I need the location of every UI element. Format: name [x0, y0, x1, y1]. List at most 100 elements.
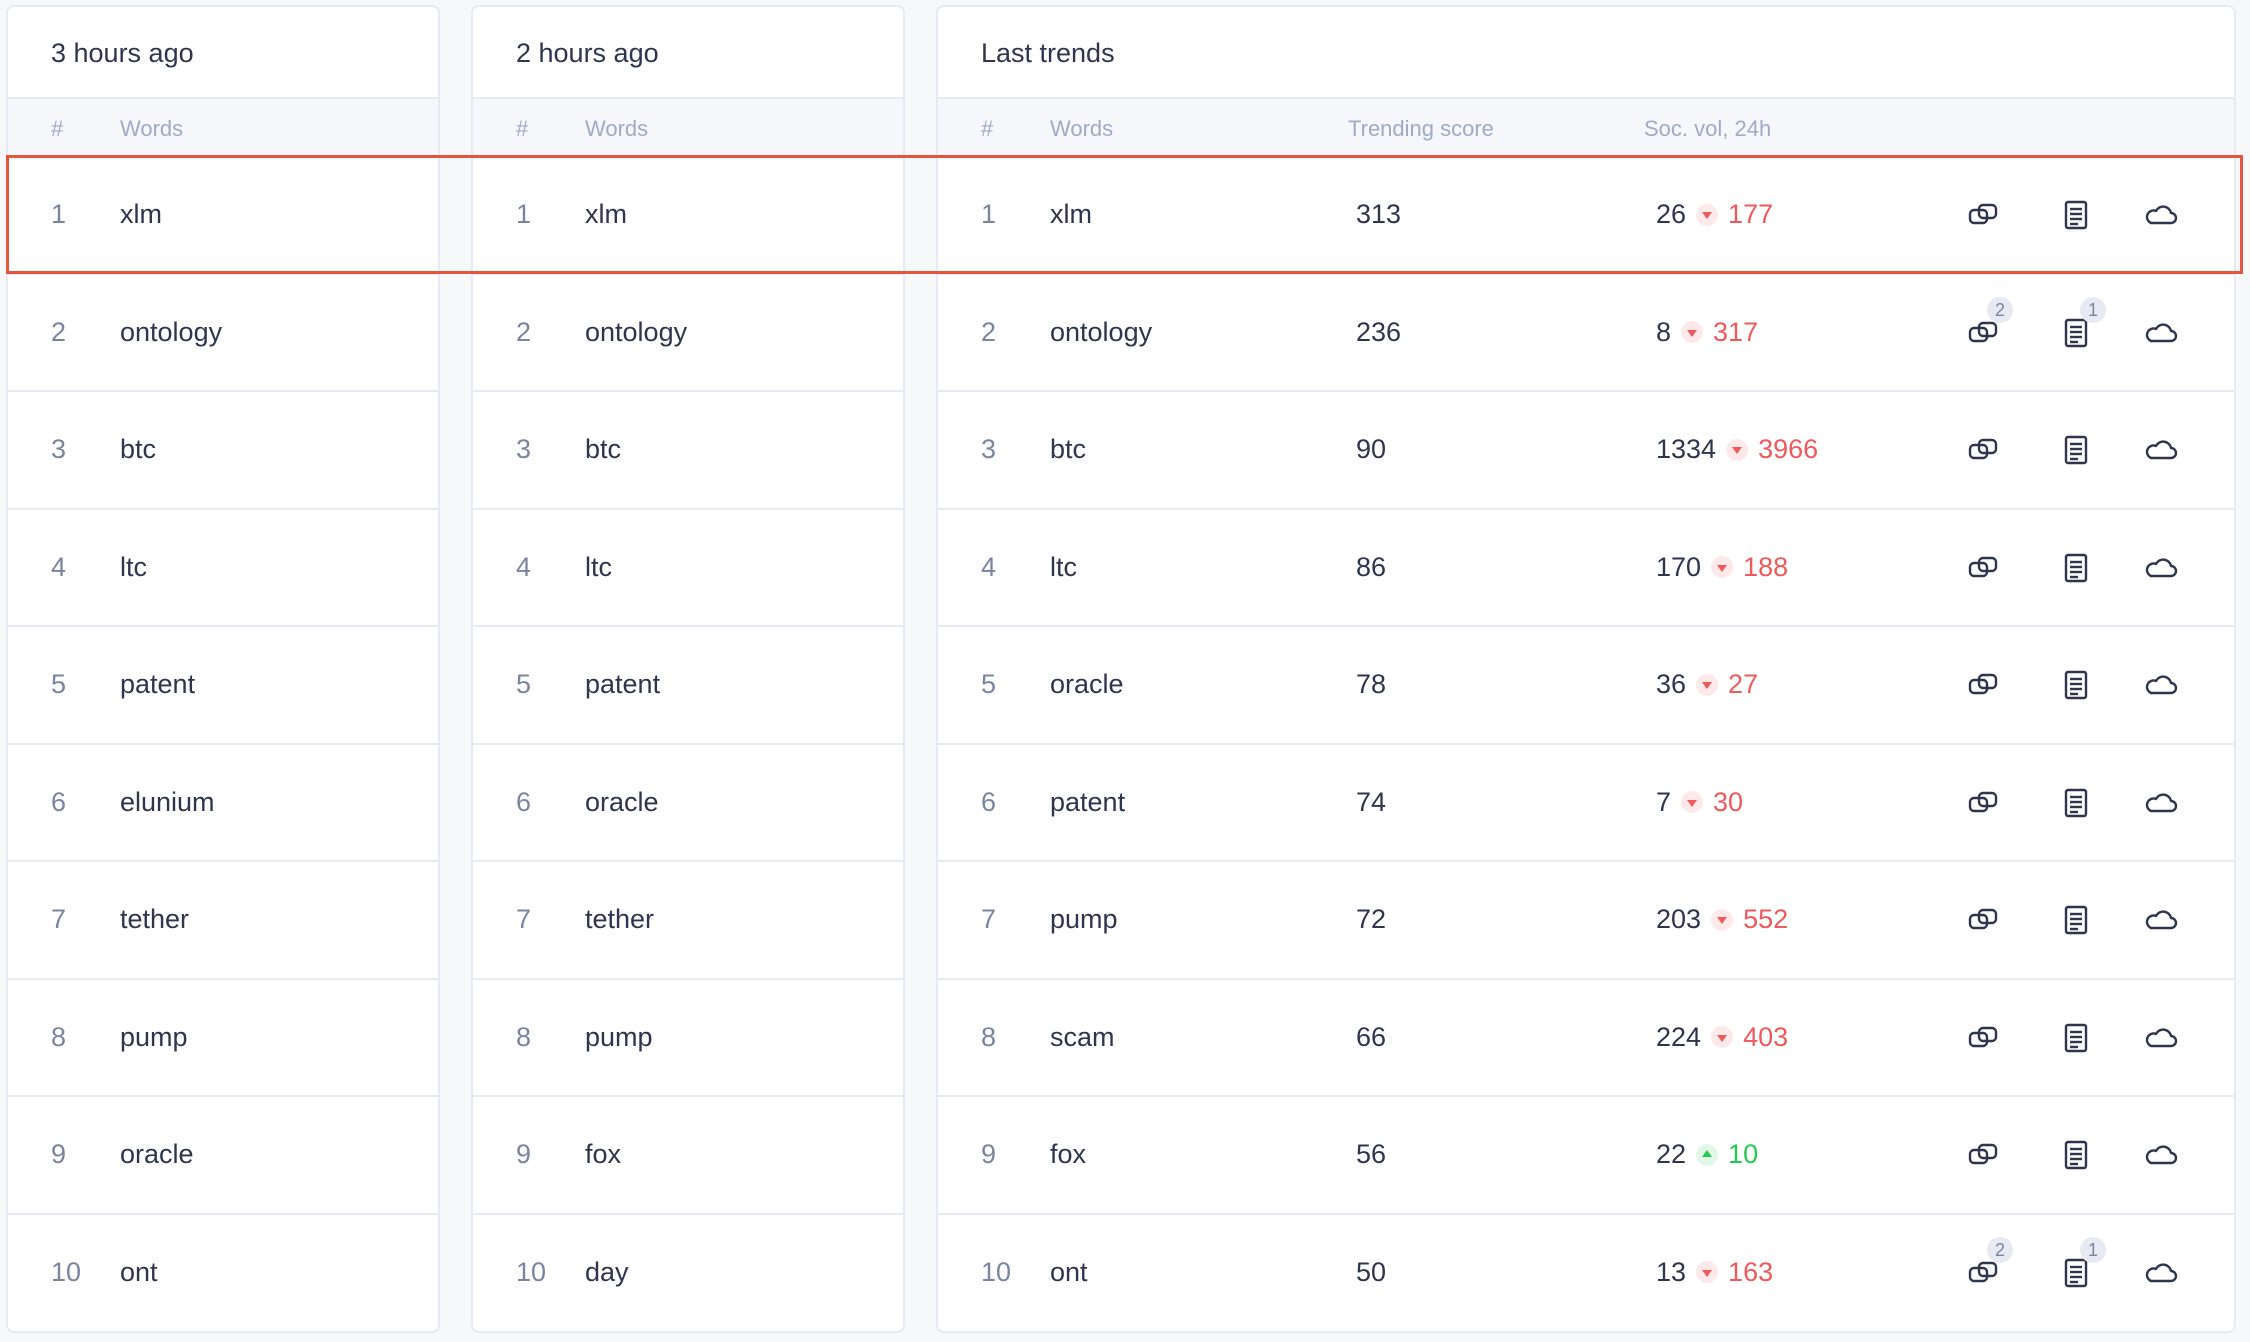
row-word[interactable]: fox — [585, 1139, 622, 1169]
word-cloud-icon[interactable] — [2141, 1018, 2183, 1060]
table-row[interactable]: 1 xlm — [8, 157, 438, 275]
table-row[interactable]: 1 xlm — [473, 157, 903, 275]
row-word[interactable]: oracle — [120, 1139, 194, 1169]
word-cloud-icon[interactable] — [2141, 195, 2183, 237]
arrow-down-icon — [1711, 908, 1734, 931]
document-icon[interactable] — [2056, 195, 2098, 237]
word-cloud-icon[interactable] — [2141, 900, 2183, 942]
table-row[interactable]: 4 ltc 86 170 188 — [938, 510, 2234, 627]
row-word[interactable]: xlm — [1050, 199, 1092, 229]
table-row[interactable]: 6 patent 74 7 30 — [938, 745, 2234, 862]
table-row[interactable]: 3 btc — [8, 392, 438, 510]
table-row[interactable]: 2 ontology 236 8 317 2 1 — [938, 275, 2234, 392]
table-row[interactable]: 9 fox 56 22 10 — [938, 1097, 2234, 1215]
trending-score: 66 — [1356, 1021, 1387, 1052]
soc-vol-value: 26 — [1656, 199, 1687, 229]
table-row[interactable]: 3 btc — [473, 392, 903, 510]
row-word[interactable]: btc — [1050, 434, 1087, 464]
row-word[interactable]: pump — [1050, 904, 1118, 934]
header-trending-score: Trending score — [1348, 116, 1494, 141]
table-row[interactable]: 3 btc 90 1334 3966 — [938, 392, 2234, 510]
row-word[interactable]: patent — [585, 669, 661, 699]
table-row[interactable]: 5 patent — [8, 627, 438, 745]
word-cloud-icon[interactable] — [2141, 1253, 2183, 1295]
row-word[interactable]: tether — [120, 904, 190, 934]
table-row[interactable]: 9 oracle — [8, 1097, 438, 1215]
row-word[interactable]: pump — [120, 1021, 188, 1052]
row-word[interactable]: day — [585, 1256, 629, 1287]
table-row[interactable]: 8 pump — [8, 980, 438, 1097]
table-row[interactable]: 6 elunium — [8, 745, 438, 862]
connected-words-icon[interactable]: 2 — [1963, 1236, 2013, 1295]
row-word[interactable]: ontology — [585, 316, 688, 347]
document-icon[interactable] — [2056, 430, 2098, 472]
table-row[interactable]: 10 ont 50 13 163 2 1 — [938, 1215, 2234, 1332]
row-word[interactable]: ont — [120, 1256, 158, 1287]
row-word[interactable]: patent — [1050, 786, 1126, 817]
row-word[interactable]: xlm — [585, 199, 627, 229]
word-cloud-icon[interactable] — [2141, 783, 2183, 825]
row-word[interactable]: ltc — [120, 551, 147, 582]
connected-words-icon[interactable]: 2 — [1963, 296, 2013, 355]
connected-words-icon[interactable] — [1963, 1135, 2005, 1177]
row-word[interactable]: ont — [1050, 1256, 1088, 1287]
table-row[interactable]: 6 oracle — [473, 745, 903, 862]
row-word[interactable]: ontology — [120, 316, 223, 347]
document-icon[interactable] — [2056, 1018, 2098, 1060]
table-body: 1 xlm 313 26 177 2 ontology 236 8 317 2 1 3 btc 90 1334… — [938, 157, 2234, 1332]
row-word[interactable]: ltc — [1050, 551, 1077, 582]
table-row[interactable]: 7 pump 72 203 552 — [938, 862, 2234, 980]
arrow-down-icon — [1711, 1026, 1734, 1048]
word-cloud-icon[interactable] — [2141, 548, 2183, 590]
row-word[interactable]: ontology — [1050, 316, 1153, 347]
table-row[interactable]: 2 ontology — [8, 275, 438, 392]
table-row[interactable]: 4 ltc — [473, 510, 903, 627]
table-row[interactable]: 5 oracle 78 36 27 — [938, 627, 2234, 745]
row-word[interactable]: btc — [120, 434, 157, 464]
soc-vol-value: 7 — [1656, 786, 1672, 817]
table-row[interactable]: 8 scam 66 224 403 — [938, 980, 2234, 1097]
row-word[interactable]: elunium — [120, 786, 215, 817]
connected-words-icon[interactable] — [1963, 665, 2005, 707]
row-word[interactable]: tether — [585, 904, 655, 934]
table-row[interactable]: 5 patent — [473, 627, 903, 745]
row-word[interactable]: btc — [585, 434, 622, 464]
row-word[interactable]: fox — [1050, 1139, 1087, 1169]
table-row[interactable]: 1 xlm 313 26 177 — [938, 157, 2234, 275]
word-cloud-icon[interactable] — [2141, 313, 2183, 355]
row-word[interactable]: xlm — [120, 199, 162, 229]
connected-words-icon[interactable] — [1963, 783, 2005, 825]
table-row[interactable]: 10 day — [473, 1215, 903, 1332]
document-icon[interactable] — [2056, 665, 2098, 707]
row-word[interactable]: ltc — [585, 551, 612, 582]
table-header: # Words Trending score Soc. vol, 24h — [938, 99, 2234, 157]
document-icon[interactable] — [2056, 1135, 2098, 1177]
row-word[interactable]: oracle — [1050, 669, 1124, 699]
table-row[interactable]: 8 pump — [473, 980, 903, 1097]
table-row[interactable]: 9 fox — [473, 1097, 903, 1215]
table-row[interactable]: 10 ont — [8, 1215, 438, 1332]
row-word[interactable]: pump — [585, 1021, 653, 1052]
connected-words-icon[interactable] — [1963, 430, 2005, 472]
connected-words-icon[interactable] — [1963, 548, 2005, 590]
row-word[interactable]: patent — [120, 669, 196, 699]
document-icon[interactable]: 1 — [2056, 296, 2106, 355]
word-cloud-icon[interactable] — [2141, 665, 2183, 707]
document-icon[interactable]: 1 — [2056, 1236, 2106, 1295]
table-row[interactable]: 4 ltc — [8, 510, 438, 627]
word-cloud-icon[interactable] — [2141, 430, 2183, 472]
row-rank: 9 — [51, 1139, 67, 1169]
document-icon[interactable] — [2056, 900, 2098, 942]
table-row[interactable]: 7 tether — [8, 862, 438, 980]
connected-words-icon[interactable] — [1963, 900, 2005, 942]
word-cloud-icon[interactable] — [2141, 1135, 2183, 1177]
table-row[interactable]: 7 tether — [473, 862, 903, 980]
row-word[interactable]: oracle — [585, 786, 659, 817]
connected-words-icon[interactable] — [1963, 195, 2005, 237]
row-rank: 4 — [516, 551, 532, 582]
table-row[interactable]: 2 ontology — [473, 275, 903, 392]
document-icon[interactable] — [2056, 783, 2098, 825]
row-word[interactable]: scam — [1050, 1021, 1115, 1052]
document-icon[interactable] — [2056, 548, 2098, 590]
connected-words-icon[interactable] — [1963, 1018, 2005, 1060]
